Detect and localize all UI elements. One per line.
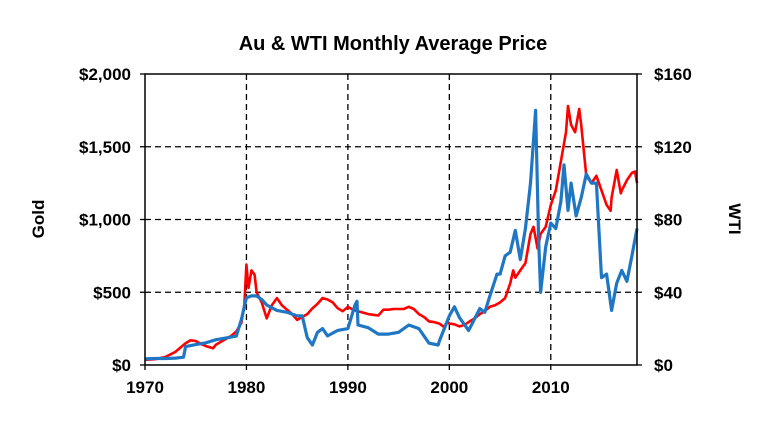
x-tick-label: 1980: [228, 378, 266, 397]
y-right-tick-label: $0: [654, 356, 673, 375]
y-right-tick-label: $120: [654, 138, 692, 157]
y-right-axis-label: WTI: [725, 203, 744, 234]
x-tick-label: 2000: [430, 378, 468, 397]
y-right-tick-label: $80: [654, 211, 682, 230]
y-left-tick-label: $0: [112, 356, 131, 375]
x-tick-label: 2010: [532, 378, 570, 397]
y-right-tick-labels: $0 $40 $80 $120 $160: [637, 65, 692, 375]
x-tick-label: 1990: [329, 378, 367, 397]
y-right-tick-label: $40: [654, 283, 682, 302]
chart-title: Au & WTI Monthly Average Price: [239, 33, 548, 55]
gridlines: [145, 74, 637, 365]
y-left-tick-label: $1,500: [79, 138, 131, 157]
x-tick-labels: 1970 1980 1990 2000 2010: [126, 365, 570, 397]
x-tick-label: 1970: [126, 378, 164, 397]
y-left-tick-label: $500: [93, 283, 131, 302]
series-layer: [144, 104, 639, 362]
y-left-tick-label: $1,000: [79, 211, 131, 230]
y-left-tick-label: $2,000: [79, 65, 131, 84]
y-right-tick-label: $160: [654, 65, 692, 84]
y-left-tick-labels: $0 $500 $1,000 $1,500 $2,000: [79, 65, 145, 375]
series-line-gold: [144, 104, 639, 362]
series-line-wti: [144, 108, 639, 361]
y-left-axis-label: Gold: [29, 200, 48, 239]
